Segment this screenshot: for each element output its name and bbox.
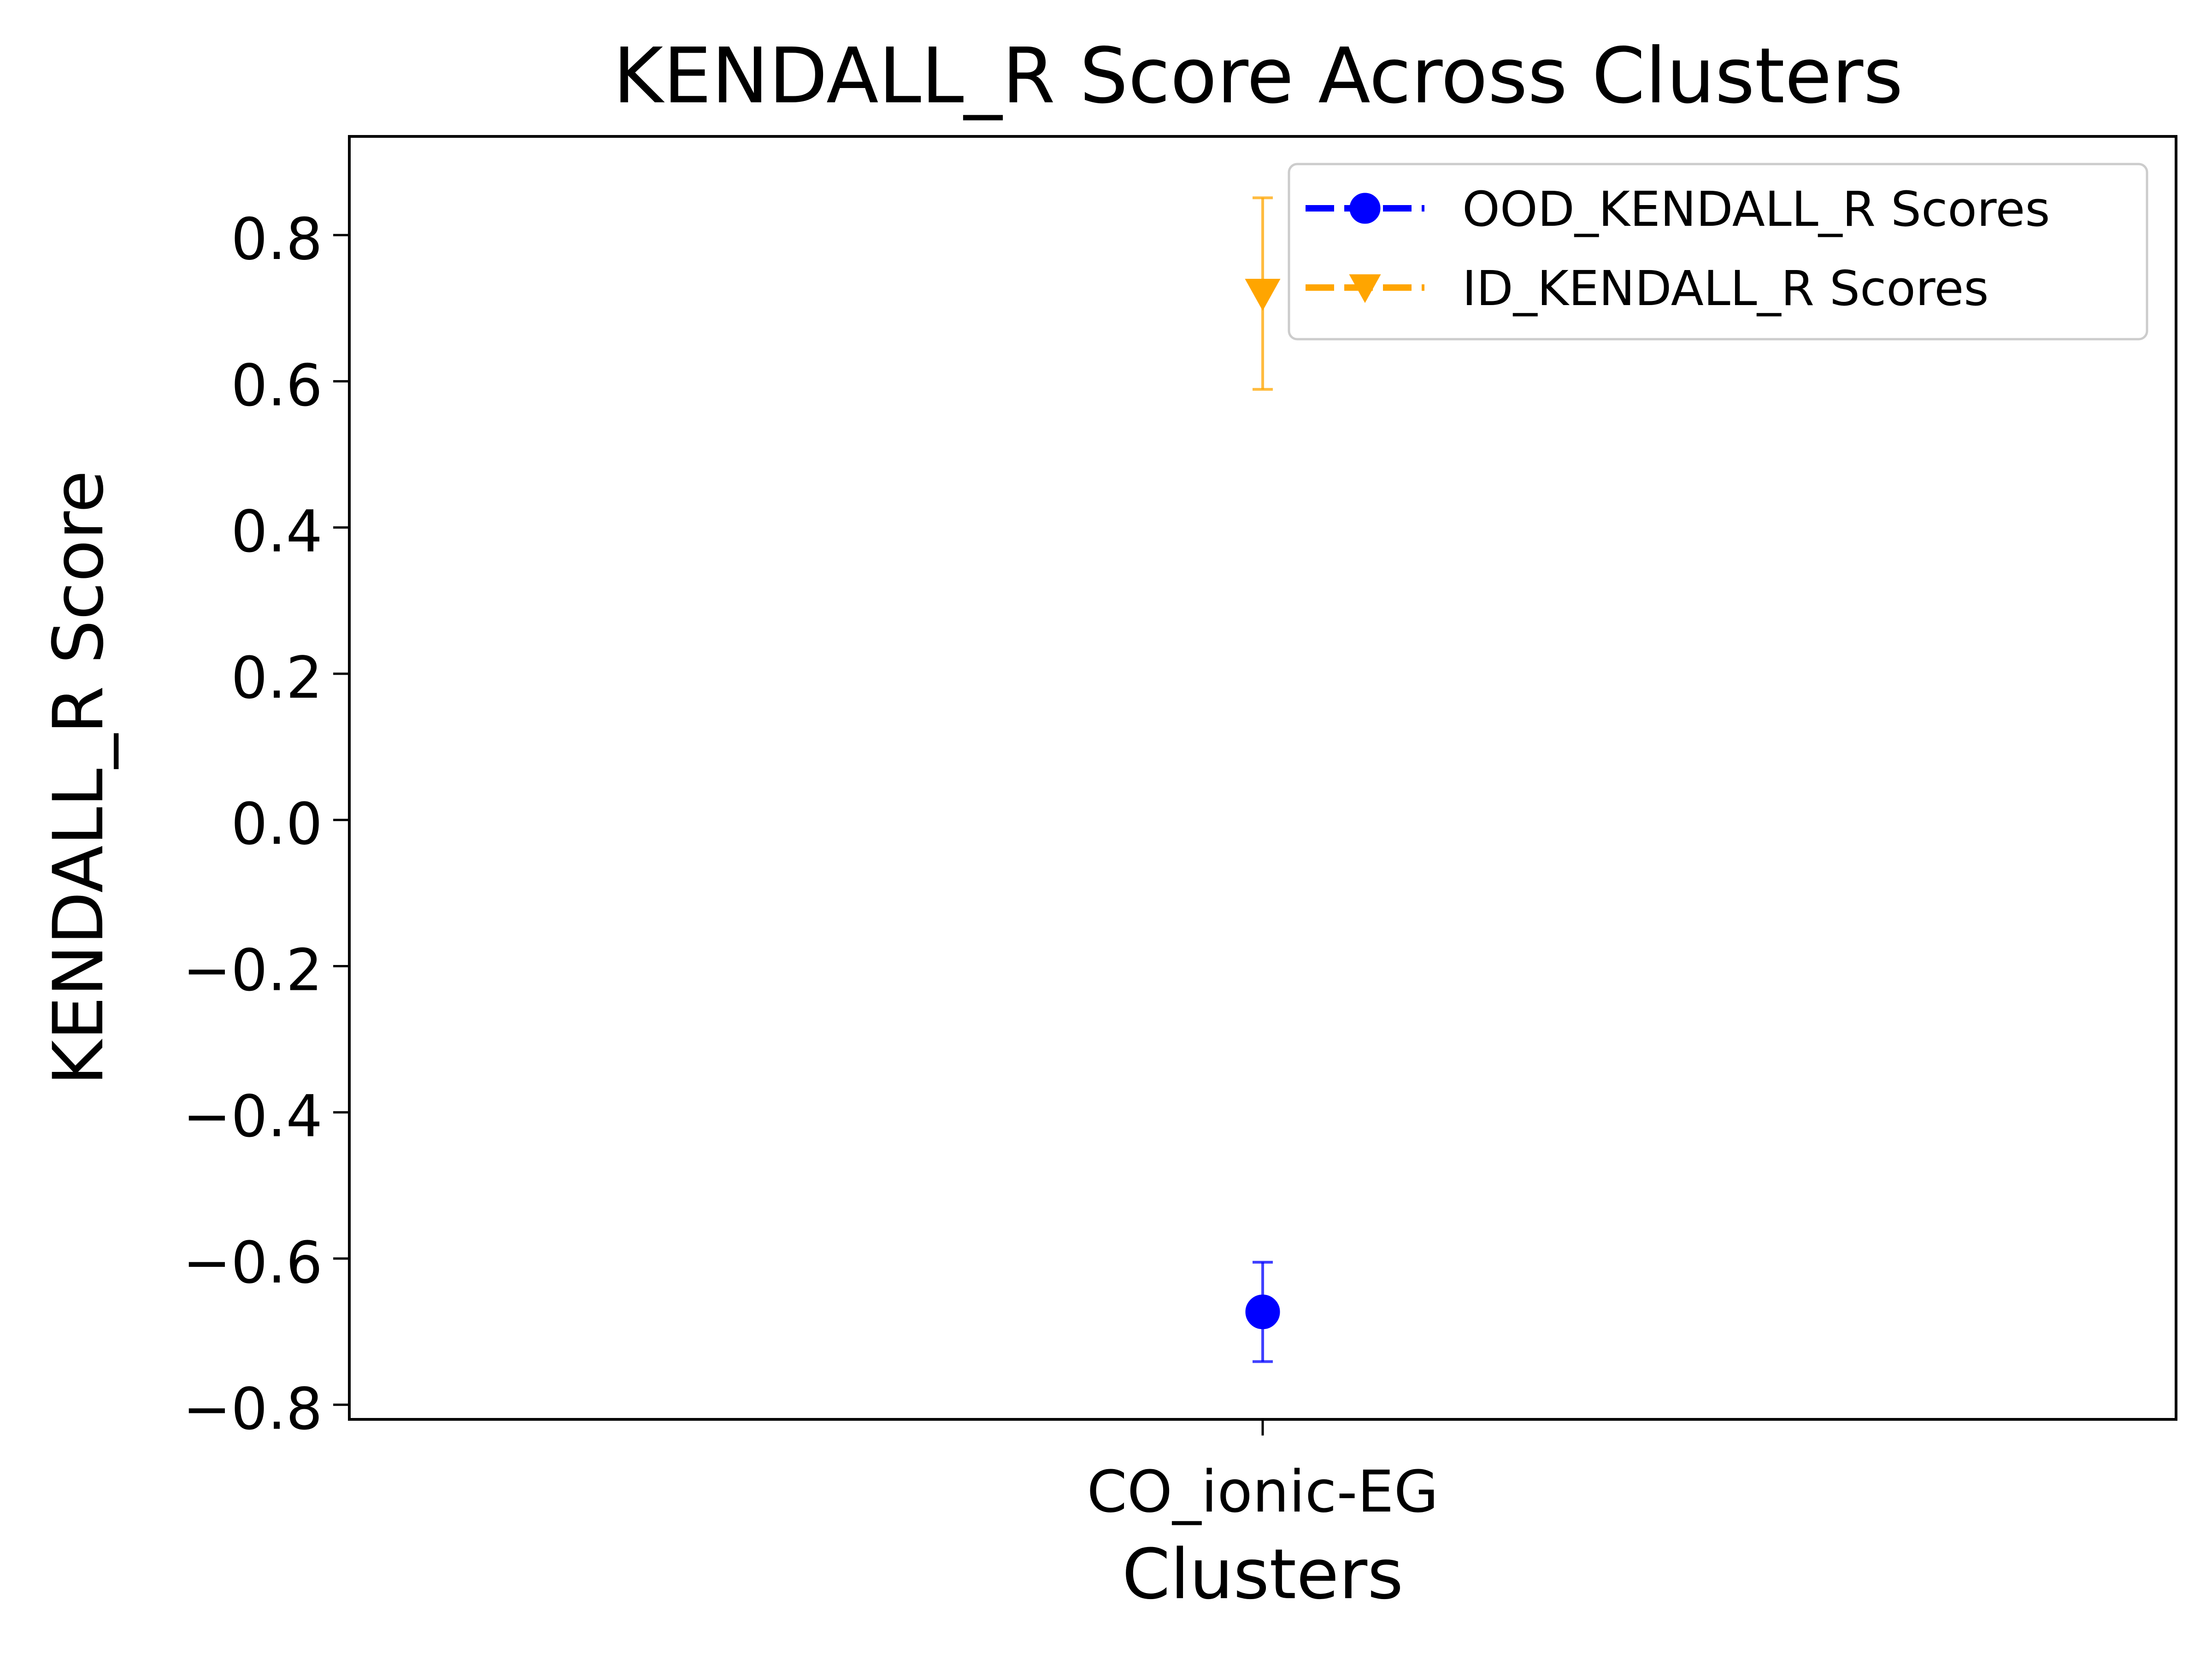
chart-title: KENDALL_R Score Across Clusters — [613, 32, 1903, 121]
x-axis-label: Clusters — [1122, 1535, 1404, 1615]
legend-box — [1288, 163, 2148, 341]
y-tick-label: −0.4 — [182, 1083, 323, 1150]
y-tick-label: 0.4 — [231, 499, 323, 565]
data-point — [1245, 278, 1281, 311]
y-tick-label: 0.6 — [231, 352, 323, 419]
legend-label: ID_KENDALL_R Scores — [1462, 260, 1989, 317]
y-axis-label: KENDALL_R Score — [39, 471, 119, 1086]
y-tick-label: −0.6 — [182, 1230, 323, 1296]
legend-marker — [1349, 193, 1381, 224]
y-tick-label: 0.8 — [231, 206, 323, 273]
x-axis: CO_ionic-EG — [1087, 1419, 1439, 1525]
legend: OOD_KENDALL_R Scores ID_KENDALL_R Scores — [1288, 163, 2148, 341]
legend-marker — [1349, 274, 1381, 303]
x-tick-label: CO_ionic-EG — [1087, 1459, 1438, 1525]
y-tick-label: 0.2 — [231, 645, 323, 712]
y-tick-label: 0.0 — [231, 791, 323, 858]
y-tick-label: −0.8 — [182, 1376, 323, 1442]
data-point — [1245, 1294, 1280, 1330]
plot-area — [1245, 196, 1281, 1363]
legend-label: OOD_KENDALL_R Scores — [1462, 181, 2050, 237]
y-axis: 0.8 0.6 0.4 0.2 0.0 −0.2 −0.4 −0.6 −0.8 — [182, 206, 349, 1442]
y-tick-label: −0.2 — [182, 937, 323, 1004]
